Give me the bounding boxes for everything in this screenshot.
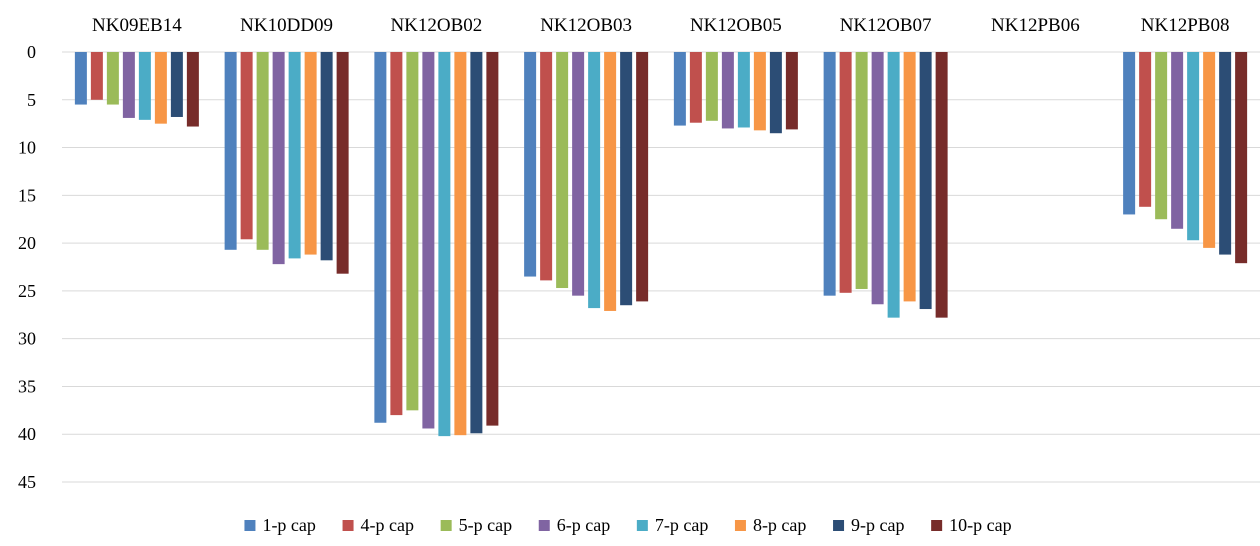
legend-swatch [833, 520, 845, 531]
bar [919, 52, 932, 310]
y-tick-label: 30 [18, 329, 36, 349]
bar [422, 52, 435, 429]
bar [785, 52, 798, 130]
bar [903, 52, 916, 302]
legend-swatch [931, 520, 943, 531]
bar [320, 52, 333, 261]
bar [1155, 52, 1168, 220]
bar [887, 52, 900, 318]
bar [438, 52, 451, 437]
legend-label: 8-p cap [753, 515, 806, 535]
bar [935, 52, 948, 318]
bar [288, 52, 301, 259]
bar [572, 52, 585, 296]
bar [737, 52, 750, 128]
legend-label: 6-p cap [557, 515, 610, 535]
bar [1203, 52, 1216, 248]
category-label: NK12PB06 [991, 15, 1080, 36]
bar [855, 52, 868, 289]
bar [556, 52, 569, 289]
y-tick-label: 5 [27, 90, 36, 110]
bar [390, 52, 403, 416]
bar [454, 52, 467, 436]
category-label: NK09EB14 [92, 15, 182, 36]
category-label: NK10DD09 [240, 15, 333, 36]
bar [753, 52, 766, 131]
bar [106, 52, 119, 105]
bar [1219, 52, 1232, 255]
y-tick-label: 20 [18, 233, 36, 253]
bar [74, 52, 87, 105]
bar [304, 52, 317, 255]
bar [154, 52, 167, 124]
bar [604, 52, 617, 311]
bar [1139, 52, 1152, 207]
y-tick-label: 45 [18, 472, 36, 492]
legend-label: 1-p cap [262, 515, 315, 535]
legend-swatch [440, 520, 452, 531]
bar [186, 52, 199, 127]
bar [823, 52, 836, 296]
category-label: NK12OB03 [540, 15, 632, 36]
bar [170, 52, 183, 117]
category-label: NK12PB08 [1141, 15, 1230, 36]
bar [406, 52, 419, 411]
bar [90, 52, 103, 100]
y-tick-label: 35 [18, 376, 36, 396]
bar [689, 52, 702, 123]
category-label: NK12OB05 [690, 15, 782, 36]
bar [470, 52, 483, 434]
bar [1123, 52, 1136, 215]
legend-swatch [244, 520, 256, 531]
bar [256, 52, 269, 250]
y-tick-label: 0 [27, 42, 36, 62]
bar [1171, 52, 1184, 229]
bar [224, 52, 237, 250]
bar [673, 52, 686, 126]
bar [138, 52, 151, 120]
bar [336, 52, 349, 274]
legend-label: 10-p cap [949, 515, 1011, 535]
bar [871, 52, 884, 305]
bar [524, 52, 537, 277]
bar [636, 52, 649, 302]
bar [620, 52, 633, 306]
category-label: NK12OB07 [840, 15, 932, 36]
bar [705, 52, 718, 121]
bar [721, 52, 734, 129]
legend-swatch [342, 520, 354, 531]
bar [1235, 52, 1248, 264]
bar [839, 52, 852, 293]
y-tick-label: 25 [18, 281, 36, 301]
bar [272, 52, 285, 265]
bar [374, 52, 387, 423]
legend-label: 4-p cap [361, 515, 414, 535]
y-tick-label: 40 [18, 424, 36, 444]
y-tick-label: 15 [18, 185, 36, 205]
legend-swatch [734, 520, 746, 531]
bar [769, 52, 782, 134]
category-label: NK12OB02 [390, 15, 482, 36]
bar [486, 52, 499, 426]
legend-label: 9-p cap [851, 515, 904, 535]
legend-label: 5-p cap [459, 515, 512, 535]
bar [540, 52, 553, 281]
bar [1187, 52, 1200, 241]
y-tick-label: 10 [18, 138, 36, 158]
legend-label: 7-p cap [655, 515, 708, 535]
legend-swatch [538, 520, 550, 531]
legend-swatch [636, 520, 648, 531]
bar [240, 52, 253, 240]
bar [588, 52, 601, 309]
bar [122, 52, 135, 118]
